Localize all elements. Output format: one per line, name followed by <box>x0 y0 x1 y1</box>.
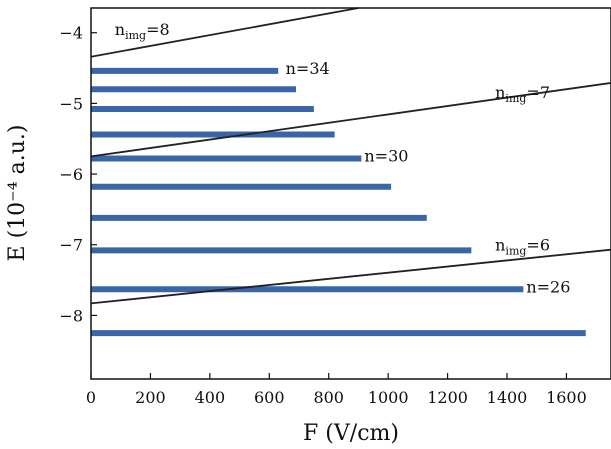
y-tick-label: −4 <box>59 24 83 43</box>
x-tick-label: 1600 <box>546 388 587 407</box>
series-line-0 <box>90 7 359 58</box>
y-axis: −4 −5 −6 −7 −8 <box>59 24 97 325</box>
annotation-label: n=34 <box>286 59 330 78</box>
x-tick-label: 200 <box>135 388 166 407</box>
x-tick-label: 600 <box>254 388 285 407</box>
series-line-1 <box>90 82 611 158</box>
x-tick-label: 1200 <box>427 388 468 407</box>
y-tick-label: −6 <box>59 165 83 184</box>
plot-marks <box>90 7 611 337</box>
annotation-label: nimg=8 <box>115 20 170 42</box>
annotation-label: n=30 <box>364 147 408 166</box>
x-tick-label: 1000 <box>368 388 409 407</box>
y-tick-label: −7 <box>59 236 83 255</box>
x-tick-label: 800 <box>313 388 344 407</box>
annotation-label: nimg=6 <box>495 236 550 258</box>
y-tick-label: −8 <box>59 306 83 325</box>
annotation-label: n=26 <box>526 277 570 296</box>
x-tick-label: 0 <box>86 388 96 407</box>
x-tick-label: 1400 <box>487 388 528 407</box>
y-axis-label: E (10⁻⁴ a.u.) <box>5 125 30 262</box>
plot-frame <box>90 7 611 380</box>
annotations: n=34 n=30 n=26 nimg=8 nimg=7 nimg=6 <box>115 20 571 296</box>
annotation-label: nimg=7 <box>495 83 550 105</box>
x-axis-label: F (V/cm) <box>303 421 399 446</box>
y-tick-label: −5 <box>59 94 83 113</box>
x-axis: 0 200 400 600 800 1000 1200 1400 1600 <box>86 373 587 407</box>
x-tick-label: 400 <box>195 388 226 407</box>
series-line-2 <box>90 248 611 305</box>
